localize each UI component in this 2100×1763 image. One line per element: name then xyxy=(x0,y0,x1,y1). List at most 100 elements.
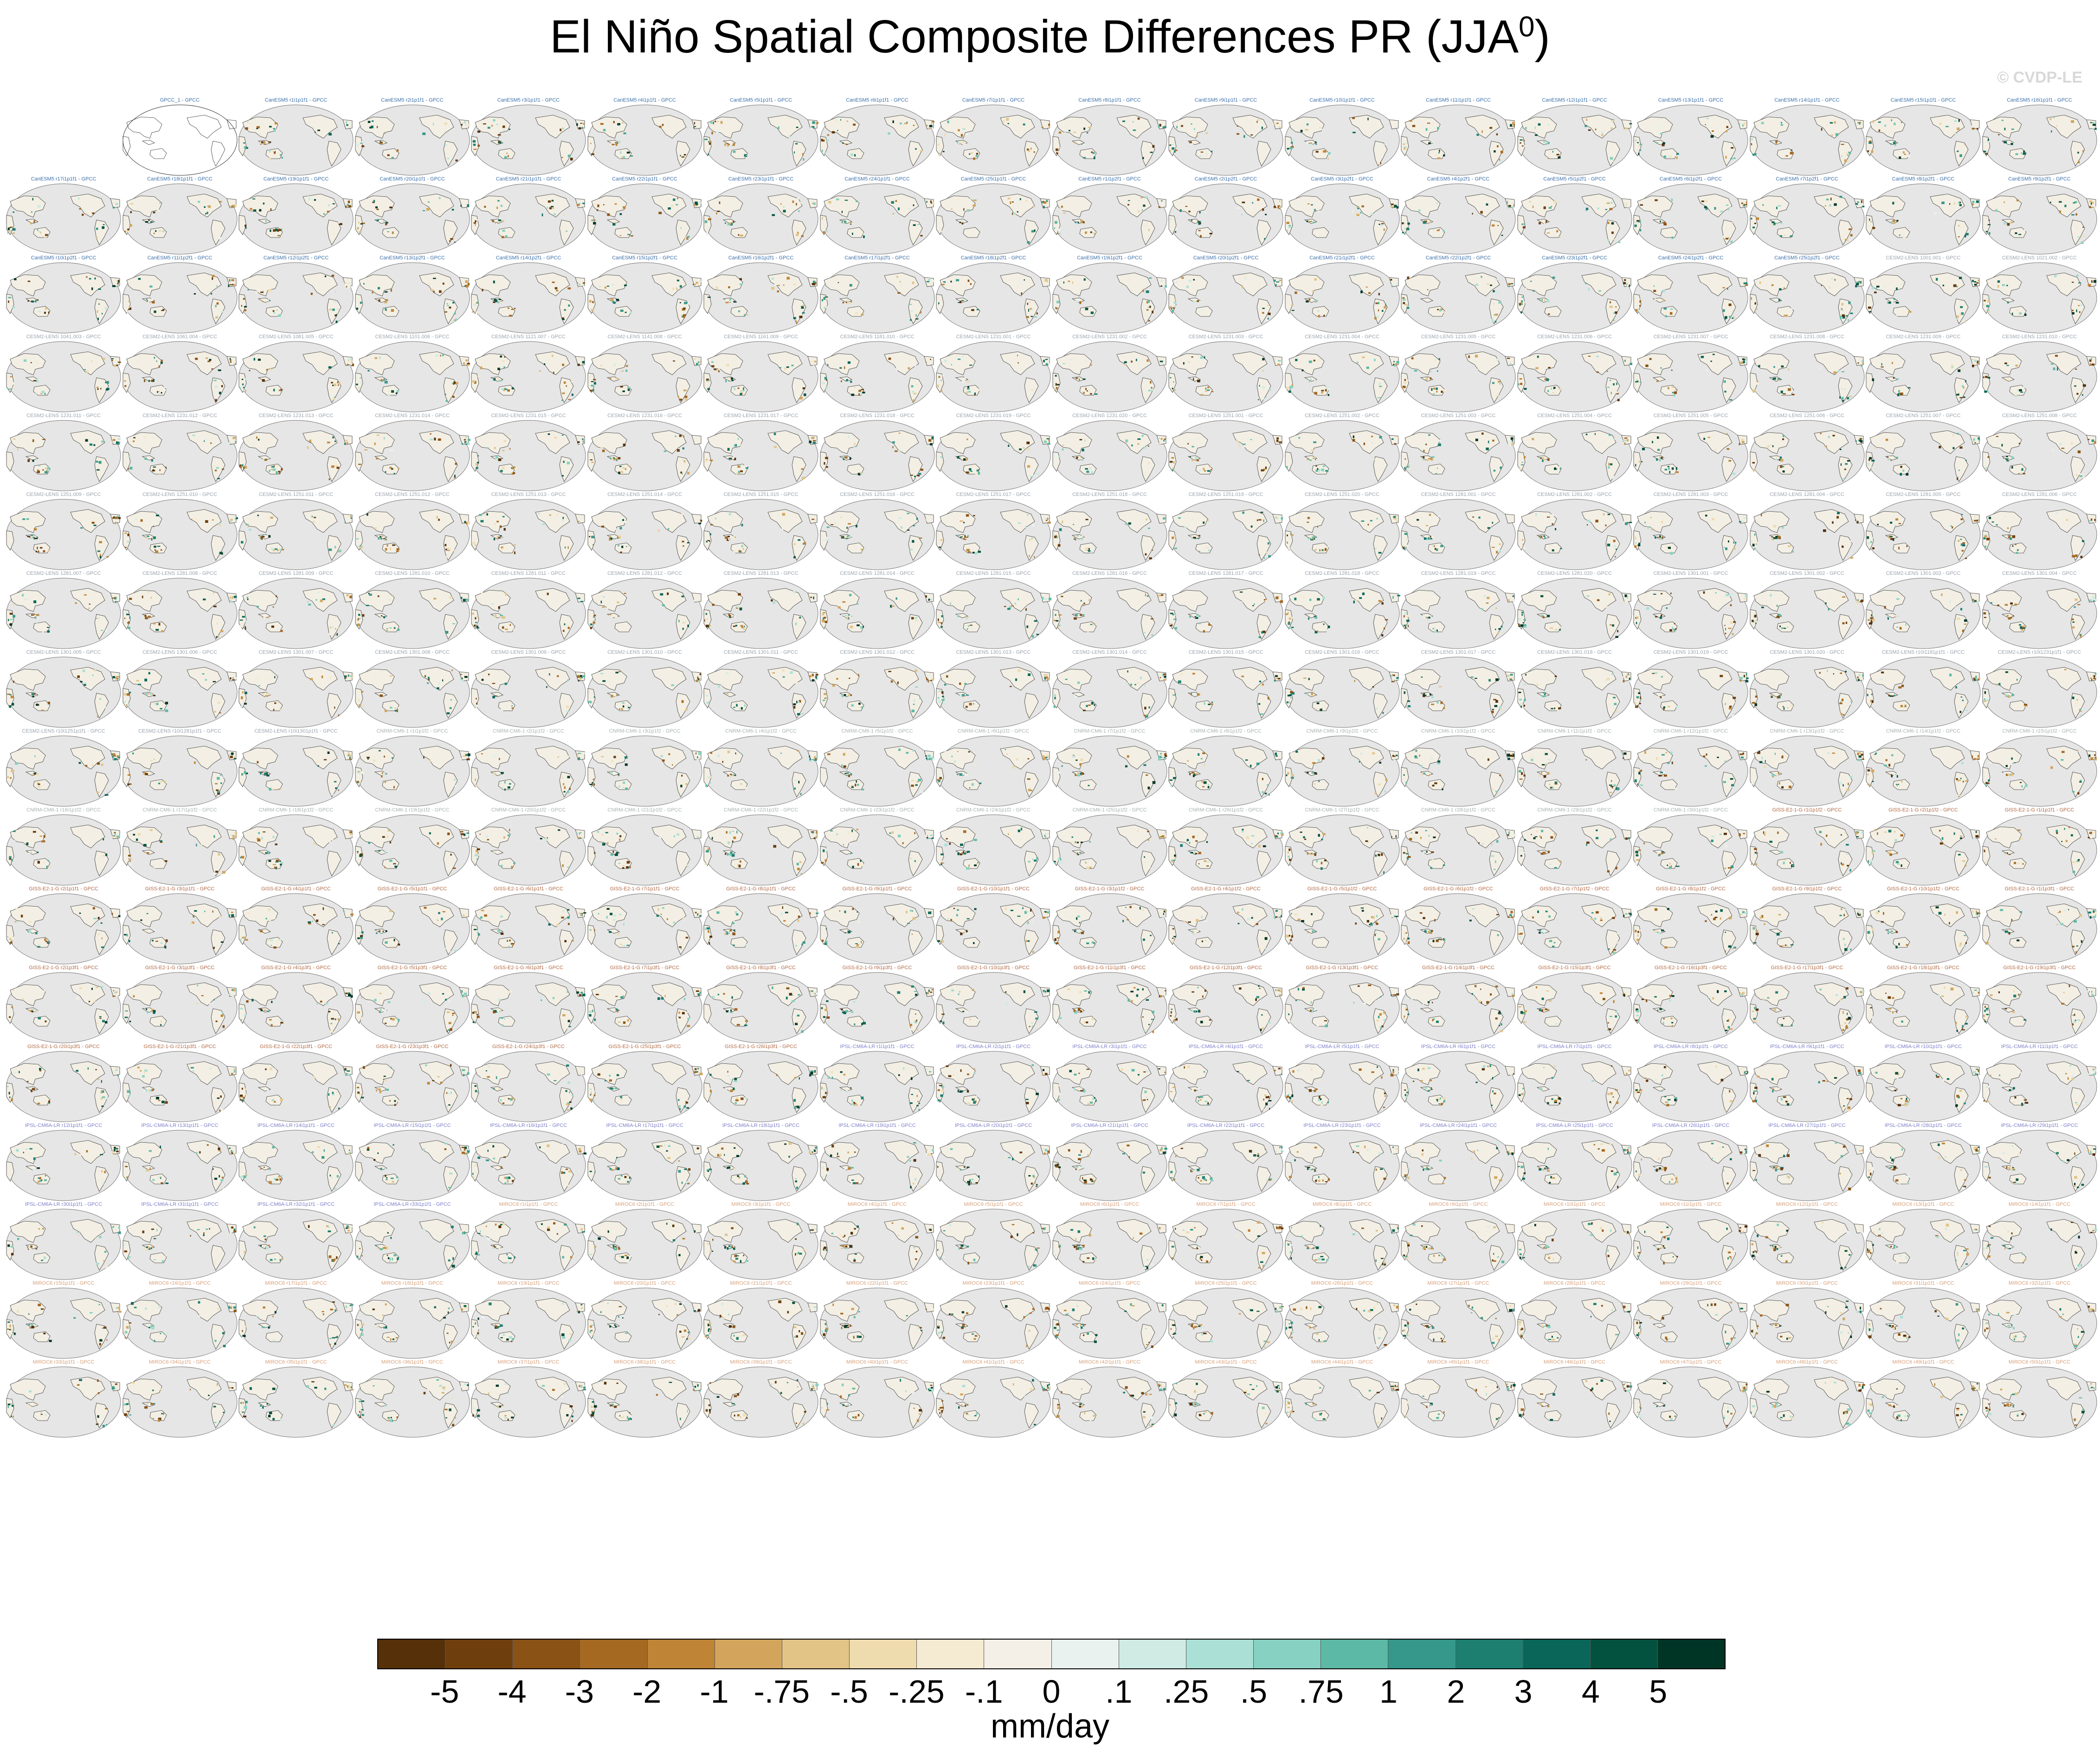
anomaly-cell xyxy=(392,594,394,596)
anomaly-cell xyxy=(561,317,564,320)
anomaly-cell xyxy=(215,316,218,318)
anomaly-cell xyxy=(2022,473,2025,475)
anomaly-cell xyxy=(1390,206,1393,207)
anomaly-cell xyxy=(35,361,38,364)
anomaly-cell xyxy=(1395,126,1397,128)
anomaly-cell xyxy=(1720,210,1723,212)
anomaly-cell xyxy=(2001,120,2003,121)
anomaly-cell xyxy=(591,462,594,463)
anomaly-cell xyxy=(1615,306,1617,308)
anomaly-cell xyxy=(1309,142,1312,145)
anomaly-cell xyxy=(472,541,476,544)
anomaly-cell xyxy=(1207,311,1209,314)
anomaly-cell xyxy=(1861,202,1863,205)
anomaly-cell xyxy=(337,382,341,385)
model-map-panel: CESM2-LENS 1021.002 - GPCC xyxy=(1982,255,2098,334)
anomaly-cell xyxy=(728,513,731,515)
anomaly-cell xyxy=(1976,200,1979,203)
anomaly-cell xyxy=(386,544,388,547)
anomaly-cell xyxy=(1639,143,1643,145)
anomaly-cell xyxy=(1754,545,1757,547)
anomaly-cell xyxy=(823,297,825,300)
anomaly-cell xyxy=(1701,356,1704,358)
anomaly-cell xyxy=(2076,131,2079,133)
anomaly-cell xyxy=(1007,197,1010,199)
anomaly-cell xyxy=(1898,390,1900,393)
anomaly-cell xyxy=(243,147,245,149)
anomaly-cell xyxy=(1841,144,1844,145)
anomaly-cell xyxy=(1543,458,1546,461)
australia-outline xyxy=(847,227,864,238)
anomaly-cell xyxy=(1731,147,1733,149)
anomaly-cell xyxy=(940,539,943,541)
anomaly-cell xyxy=(1787,545,1791,547)
anomaly-cell xyxy=(264,298,266,300)
anomaly-cell xyxy=(32,198,33,200)
anomaly-cell xyxy=(2015,281,2017,284)
anomaly-cell xyxy=(1495,279,1498,280)
anomaly-cell xyxy=(114,364,116,367)
anomaly-cell xyxy=(245,147,248,149)
north-america-outline xyxy=(1348,272,1384,296)
asia-outline xyxy=(1637,116,1673,139)
anomaly-cell xyxy=(619,151,622,154)
anomaly-cell xyxy=(1997,134,2000,135)
anomaly-cell xyxy=(1752,223,1755,226)
anomaly-cell xyxy=(218,524,221,527)
anomaly-cell xyxy=(1436,154,1437,156)
anomaly-cell xyxy=(495,458,499,461)
anomaly-cell xyxy=(706,459,708,461)
anomaly-cell xyxy=(1171,145,1174,147)
europe-outline xyxy=(458,277,469,287)
anomaly-cell xyxy=(475,463,478,465)
ocean-background xyxy=(1401,183,1516,255)
model-map-panel: CanESM5 r12i1p2f1 - GPCC xyxy=(238,255,354,334)
panel-title: CESM2-LENS 1251.002 - GPCC xyxy=(1305,413,1379,418)
anomaly-cell xyxy=(2056,124,2057,127)
anomaly-cell xyxy=(2059,210,2061,213)
anomaly-cell xyxy=(1406,227,1410,231)
anomaly-cell xyxy=(1320,129,1324,130)
reference-map-panel: GPCC_1 - GPCC xyxy=(122,97,238,176)
anomaly-cell xyxy=(612,302,616,304)
panel-title: CanESM5 r14i1p2f1 - GPCC xyxy=(496,255,561,261)
asia-outline xyxy=(1637,274,1673,296)
anomaly-cell xyxy=(1829,204,1831,207)
anomaly-cell xyxy=(1725,155,1727,159)
anomaly-cell xyxy=(1778,459,1781,461)
anomaly-cell xyxy=(268,300,271,302)
anomaly-cell xyxy=(1902,470,1905,472)
anomaly-cell xyxy=(1629,284,1630,287)
anomaly-cell xyxy=(841,222,843,224)
anomaly-cell xyxy=(453,477,456,479)
anomaly-cell xyxy=(855,200,858,202)
anomaly-cell xyxy=(1829,286,1830,289)
anomaly-cell xyxy=(682,458,684,461)
anomaly-cell xyxy=(810,128,813,129)
anomaly-cell xyxy=(590,459,593,461)
anomaly-cell xyxy=(1730,240,1733,243)
anomaly-cell xyxy=(856,361,858,363)
anomaly-cell xyxy=(1429,514,1431,516)
anomaly-cell xyxy=(913,364,916,367)
anomaly-cell xyxy=(46,470,48,472)
anomaly-cell xyxy=(1243,135,1245,138)
model-map-panel: CESM2-LENS 1061.004 - GPCC xyxy=(122,334,238,413)
anomaly-cell xyxy=(577,282,578,284)
north-america-outline xyxy=(1116,115,1152,139)
north-america-outline xyxy=(1697,115,1733,139)
anomaly-cell xyxy=(1148,462,1150,464)
anomaly-cell xyxy=(161,360,163,362)
anomaly-cell xyxy=(1190,456,1191,458)
anomaly-cell xyxy=(1888,456,1890,459)
anomaly-cell xyxy=(39,547,43,549)
anomaly-cell xyxy=(831,131,835,134)
anomaly-cell xyxy=(1546,143,1547,145)
anomaly-cell xyxy=(369,126,372,129)
africa-outline xyxy=(1633,451,1642,472)
anomaly-cell xyxy=(1276,281,1279,283)
anomaly-cell xyxy=(2071,312,2074,315)
anomaly-cell xyxy=(359,231,361,232)
anomaly-cell xyxy=(1877,524,1879,526)
model-map-panel: CESM2-LENS 1231.007 - GPCC xyxy=(1633,334,1749,413)
